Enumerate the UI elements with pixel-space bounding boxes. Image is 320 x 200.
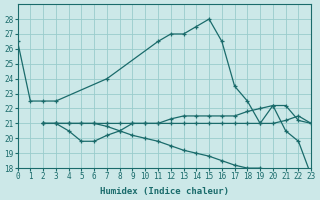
X-axis label: Humidex (Indice chaleur): Humidex (Indice chaleur) <box>100 187 229 196</box>
